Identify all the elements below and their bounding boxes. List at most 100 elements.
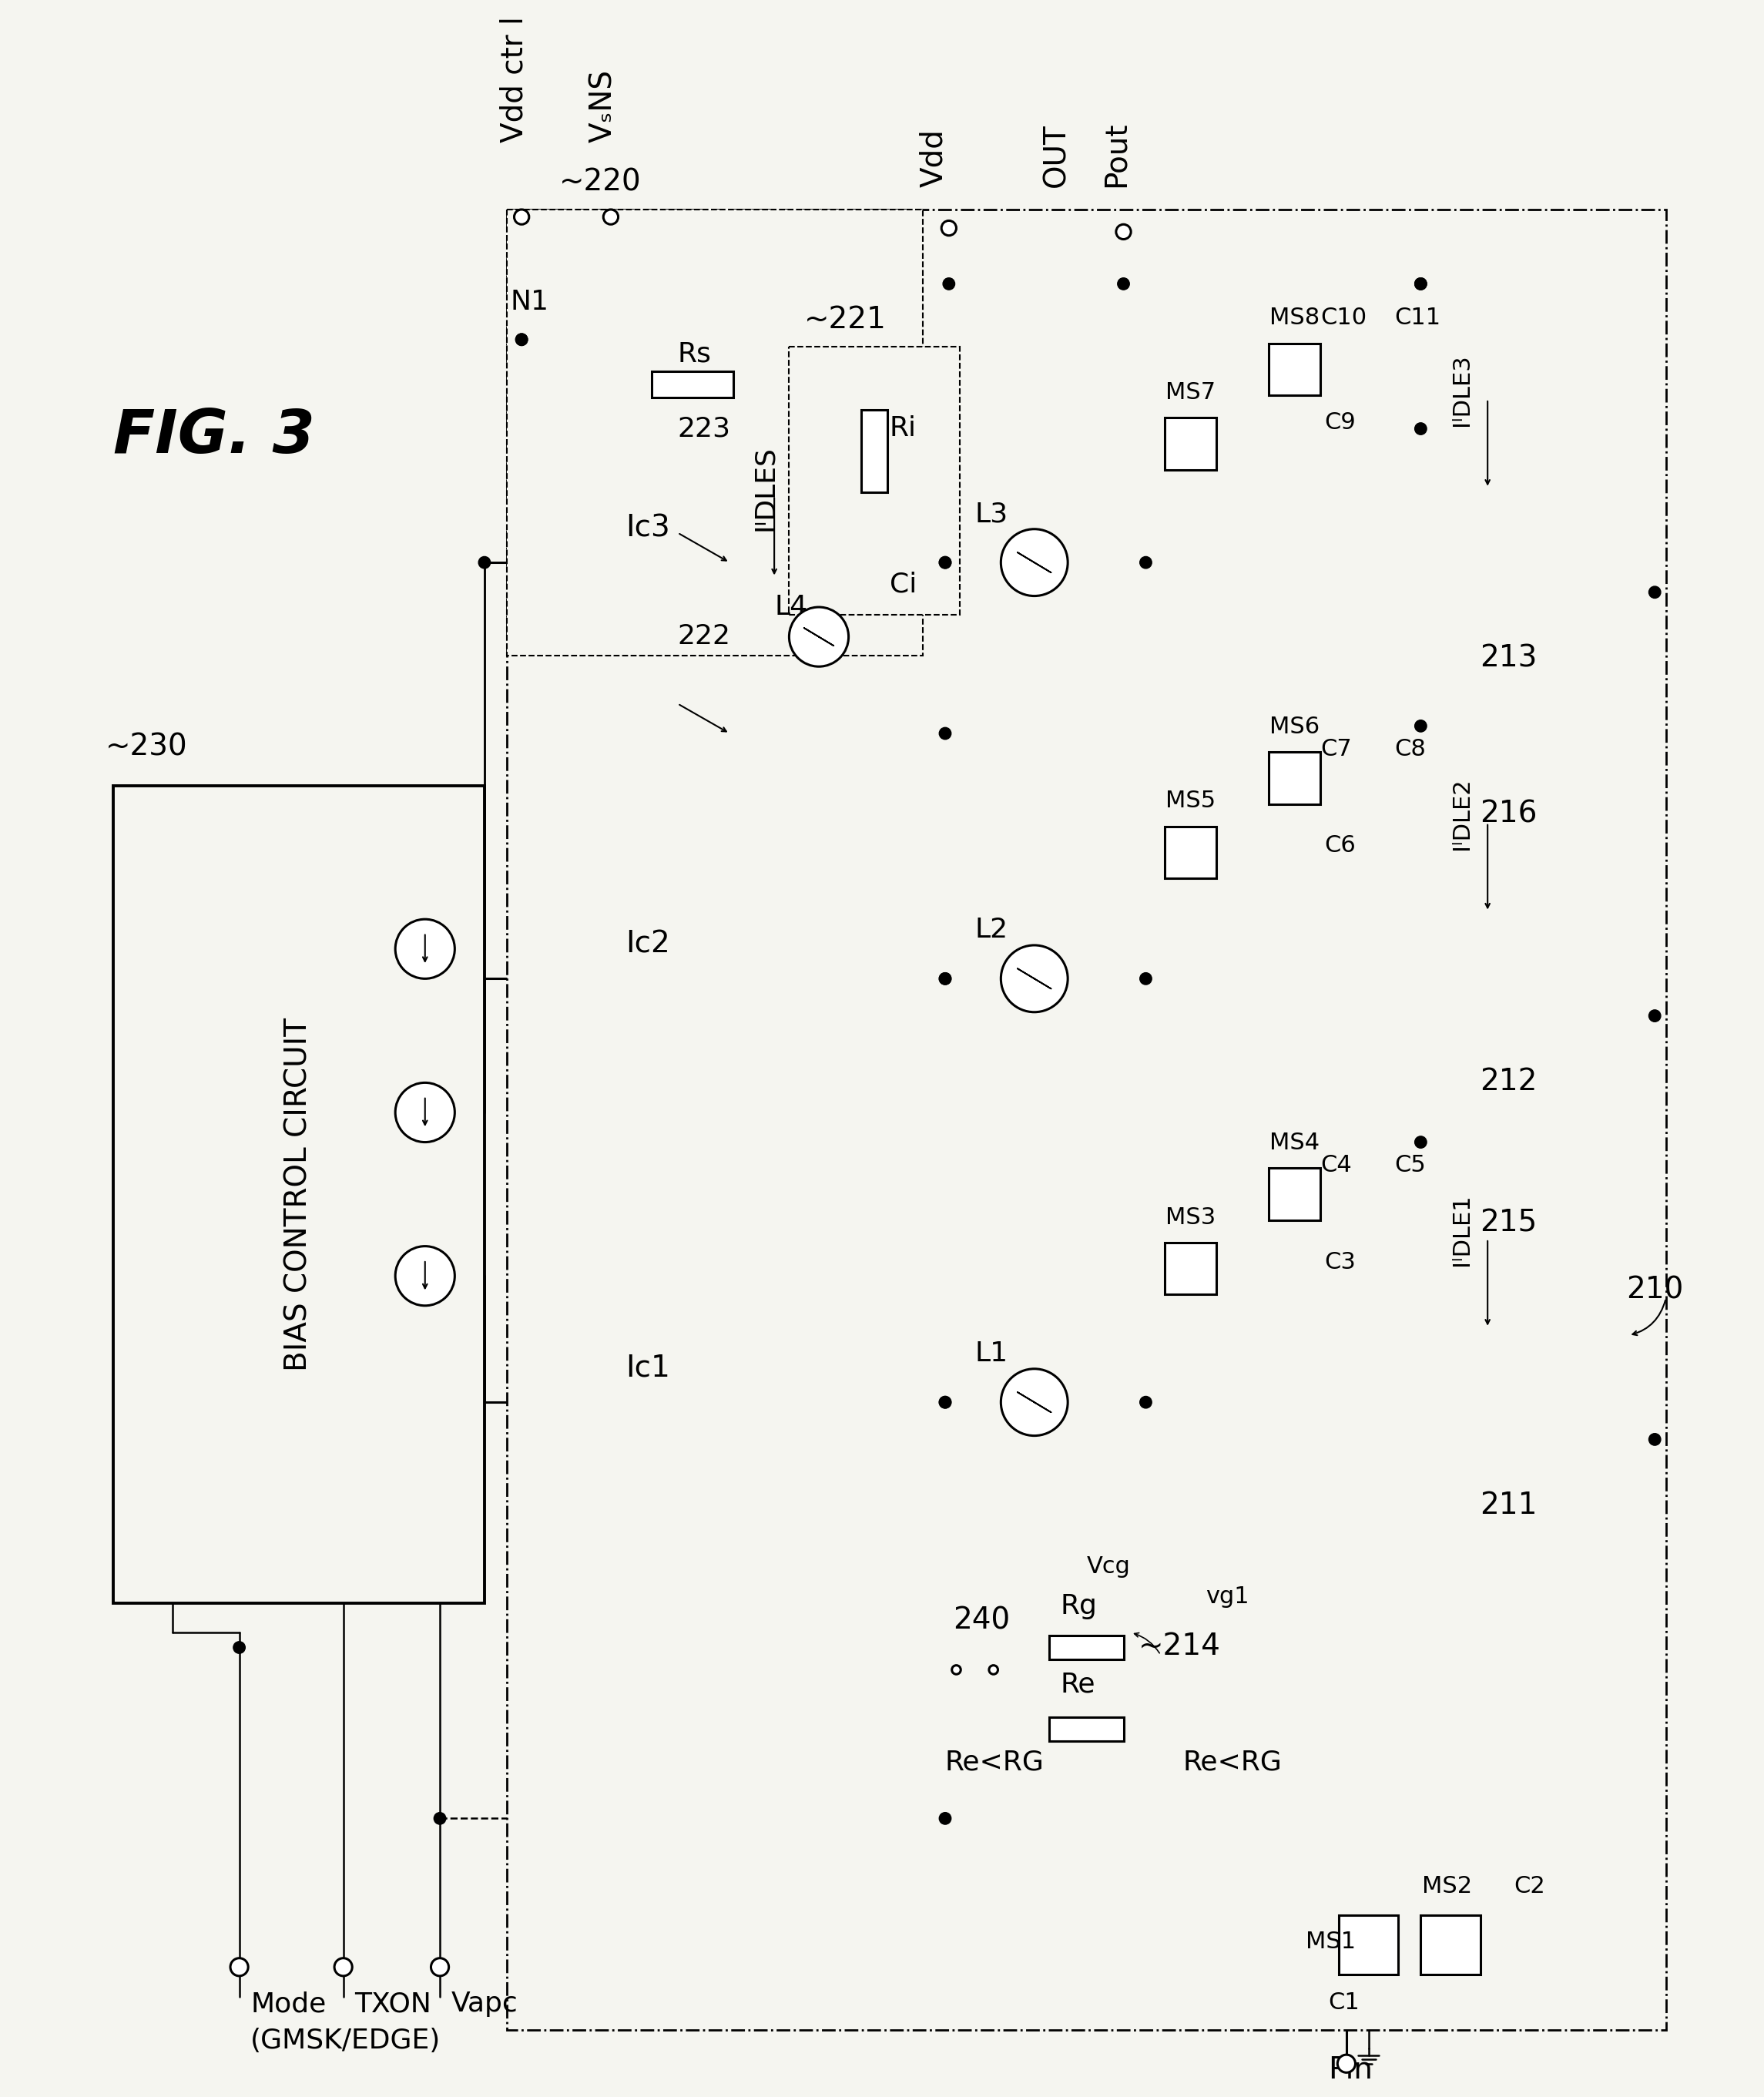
Circle shape (395, 1082, 455, 1143)
Text: MS7: MS7 (1166, 382, 1215, 403)
Text: C2: C2 (1514, 1875, 1545, 1898)
Text: 222: 222 (677, 623, 730, 650)
Circle shape (233, 1642, 245, 1652)
Text: C9: C9 (1325, 411, 1355, 434)
Text: MS1: MS1 (1305, 1931, 1357, 1952)
Circle shape (1415, 424, 1427, 434)
Text: (GMSK/EDGE): (GMSK/EDGE) (250, 2028, 441, 2055)
Text: Vcg: Vcg (1087, 1556, 1131, 1577)
Circle shape (1140, 556, 1152, 568)
Bar (1050, 1717, 1124, 1741)
Text: C6: C6 (1325, 835, 1355, 858)
Circle shape (938, 973, 951, 986)
Text: Re: Re (1060, 1671, 1095, 1696)
Text: Rs: Rs (677, 342, 711, 367)
Circle shape (1415, 279, 1427, 289)
Text: IᴵDLE2: IᴵDLE2 (1450, 778, 1473, 849)
Text: Vapc: Vapc (452, 1990, 519, 2017)
Circle shape (1117, 224, 1131, 239)
Bar (789, 346, 960, 614)
Bar (651, 371, 734, 396)
Text: IᴵDLES: IᴵDLES (751, 445, 778, 531)
Bar (113, 786, 485, 1602)
Circle shape (1000, 528, 1067, 596)
Circle shape (1337, 2055, 1355, 2072)
Circle shape (1649, 1011, 1660, 1021)
Bar (1268, 1168, 1321, 1220)
Bar (506, 210, 1665, 2030)
Circle shape (335, 1959, 353, 1975)
Text: C8: C8 (1395, 738, 1427, 761)
Text: C5: C5 (1395, 1153, 1425, 1176)
Text: FIG. 3: FIG. 3 (113, 407, 314, 466)
Text: MS2: MS2 (1422, 1875, 1471, 1898)
Text: TXON: TXON (355, 1990, 432, 2017)
Text: MS6: MS6 (1270, 715, 1319, 738)
Circle shape (515, 333, 527, 346)
Circle shape (1000, 1369, 1067, 1436)
Bar (1339, 1915, 1399, 1975)
Text: 213: 213 (1480, 644, 1538, 673)
Bar (1164, 1244, 1217, 1294)
Text: Vdd: Vdd (919, 128, 949, 187)
Text: C4: C4 (1321, 1153, 1351, 1176)
Text: L2: L2 (975, 916, 1007, 944)
Text: Pout: Pout (1101, 122, 1131, 187)
Text: OUT: OUT (1043, 124, 1071, 187)
Bar (506, 210, 923, 656)
Circle shape (434, 1812, 446, 1824)
Text: C3: C3 (1325, 1250, 1355, 1273)
Bar (861, 411, 887, 493)
Text: Ci: Ci (889, 570, 917, 598)
Text: Ic1: Ic1 (626, 1353, 670, 1382)
Text: L4: L4 (774, 593, 808, 621)
Text: ~230: ~230 (106, 732, 187, 761)
Circle shape (1415, 279, 1427, 289)
Text: C11: C11 (1395, 306, 1441, 329)
Circle shape (395, 1246, 455, 1306)
Text: Mode: Mode (250, 1990, 326, 2017)
Text: ~221: ~221 (804, 306, 886, 336)
Circle shape (938, 1397, 951, 1409)
Bar (1050, 1636, 1124, 1659)
Text: VₛNS: VₛNS (589, 69, 617, 143)
Circle shape (478, 556, 490, 568)
Text: Ri: Ri (889, 415, 916, 442)
Text: C10: C10 (1321, 306, 1367, 329)
Circle shape (1000, 946, 1067, 1013)
Text: Ic3: Ic3 (626, 514, 670, 543)
Text: MS3: MS3 (1166, 1206, 1215, 1229)
Text: MS4: MS4 (1270, 1132, 1319, 1153)
Circle shape (938, 973, 951, 986)
Text: IᴵDLE3: IᴵDLE3 (1450, 354, 1473, 426)
Text: MS8: MS8 (1270, 306, 1319, 329)
Text: Re<RG: Re<RG (1184, 1749, 1282, 1776)
Text: IᴵDLE1: IᴵDLE1 (1450, 1193, 1473, 1267)
Text: Rg: Rg (1060, 1594, 1097, 1619)
Circle shape (944, 279, 954, 289)
Circle shape (1415, 719, 1427, 732)
Circle shape (1415, 1137, 1427, 1147)
Circle shape (515, 333, 527, 346)
Circle shape (938, 556, 951, 568)
Text: L3: L3 (975, 501, 1007, 526)
Circle shape (603, 210, 617, 224)
Circle shape (1140, 973, 1152, 986)
Bar (1164, 417, 1217, 470)
Text: 240: 240 (953, 1606, 1009, 1636)
Circle shape (395, 918, 455, 979)
Text: BIAS CONTROL CIRCUIT: BIAS CONTROL CIRCUIT (284, 1017, 314, 1371)
Circle shape (1118, 279, 1129, 289)
Circle shape (231, 1959, 249, 1975)
Text: 211: 211 (1480, 1491, 1538, 1520)
Circle shape (1649, 587, 1660, 598)
Text: ~214: ~214 (1138, 1631, 1221, 1661)
Circle shape (942, 220, 956, 235)
Text: Pin: Pin (1328, 2055, 1372, 2084)
Circle shape (789, 608, 848, 667)
Bar (1420, 1915, 1480, 1975)
Text: ~220: ~220 (559, 168, 640, 197)
Circle shape (1649, 1434, 1660, 1445)
Text: MS5: MS5 (1166, 791, 1215, 812)
Circle shape (938, 1397, 951, 1409)
